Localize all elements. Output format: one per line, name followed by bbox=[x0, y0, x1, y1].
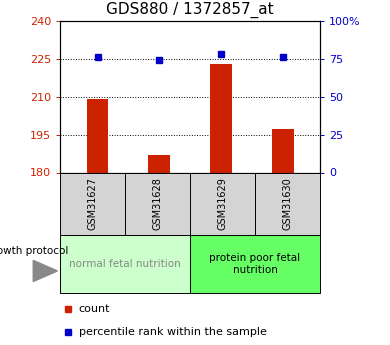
Text: GSM31627: GSM31627 bbox=[88, 177, 98, 230]
Bar bbox=[255, 172, 320, 235]
Text: protein poor fetal
nutrition: protein poor fetal nutrition bbox=[209, 253, 301, 275]
Text: GSM31629: GSM31629 bbox=[218, 177, 227, 230]
Bar bbox=[60, 235, 190, 293]
Text: GSM31628: GSM31628 bbox=[153, 177, 163, 230]
Title: GDS880 / 1372857_at: GDS880 / 1372857_at bbox=[106, 2, 274, 18]
Text: percentile rank within the sample: percentile rank within the sample bbox=[79, 327, 266, 337]
Bar bbox=[190, 235, 320, 293]
Bar bbox=[60, 172, 125, 235]
Polygon shape bbox=[33, 260, 57, 282]
Text: count: count bbox=[79, 304, 110, 314]
Bar bbox=[272, 129, 294, 172]
Bar bbox=[190, 172, 255, 235]
Bar bbox=[149, 155, 170, 172]
Bar bbox=[125, 172, 190, 235]
Bar bbox=[210, 64, 232, 172]
Text: GSM31630: GSM31630 bbox=[282, 177, 292, 230]
Text: normal fetal nutrition: normal fetal nutrition bbox=[69, 259, 181, 269]
Text: growth protocol: growth protocol bbox=[0, 246, 68, 256]
Bar bbox=[87, 99, 108, 172]
